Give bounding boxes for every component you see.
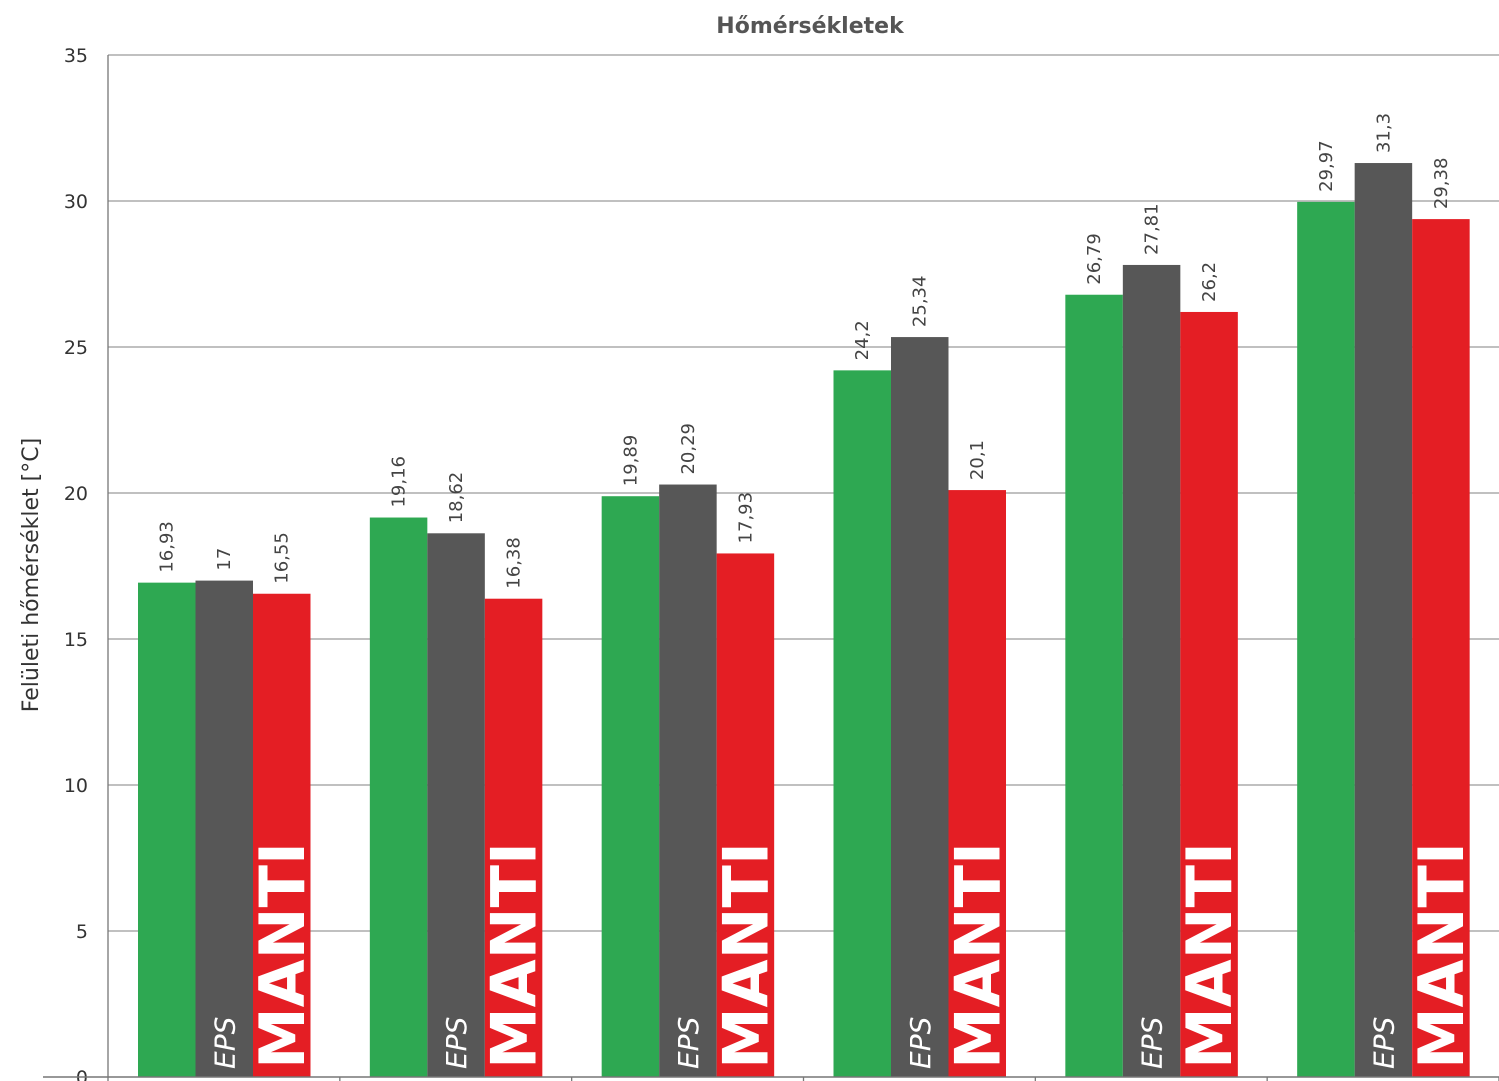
data-label: 16,55 <box>272 532 293 584</box>
y-tick-label: 15 <box>64 629 88 651</box>
data-label: 27,81 <box>1142 203 1163 255</box>
y-tick-label: 30 <box>64 191 88 213</box>
bar <box>369 517 428 1077</box>
bar <box>1412 219 1470 1077</box>
y-axis-label: Felületi hőmérséklet [°C] <box>19 438 44 712</box>
eps-label: EPS <box>672 1017 705 1069</box>
manti-label: MANTI <box>478 842 551 1069</box>
manti-label: MANTI <box>246 842 319 1069</box>
data-label: 29,97 <box>1316 140 1337 192</box>
bar <box>948 490 1006 1078</box>
x-axis <box>43 1076 1499 1081</box>
manti-label: MANTI <box>709 842 782 1069</box>
data-label: 20,29 <box>678 423 699 475</box>
y-tick-label: 25 <box>64 337 88 359</box>
manti-label: MANTI <box>1405 842 1478 1069</box>
bar <box>484 598 543 1077</box>
bar <box>427 533 485 1077</box>
data-label: 18,62 <box>446 472 467 524</box>
bar <box>716 553 775 1077</box>
data-label: 29,38 <box>1431 158 1452 210</box>
bar <box>1065 294 1123 1077</box>
y-axis-ticks: 0 5 10 15 20 25 30 35 <box>64 45 109 1081</box>
eps-label: EPS <box>1367 1017 1400 1069</box>
bar <box>1180 311 1238 1078</box>
y-tick-label: 0 <box>76 1067 88 1081</box>
data-label: 17 <box>214 548 235 571</box>
bar <box>601 496 660 1077</box>
y-tick-label: 10 <box>64 775 88 797</box>
data-label: 24,2 <box>852 320 873 360</box>
gridlines <box>108 54 1499 932</box>
bar <box>891 337 949 1077</box>
bar <box>253 593 311 1077</box>
eps-label: EPS <box>1136 1017 1169 1069</box>
chart-title: Hőmérsékletek <box>716 14 905 39</box>
data-label: 26,2 <box>1199 262 1220 302</box>
y-tick-label: 5 <box>76 921 88 943</box>
eps-label: EPS <box>440 1017 473 1069</box>
data-label: 26,79 <box>1084 233 1105 285</box>
data-label: 17,93 <box>735 492 756 544</box>
bar <box>833 370 891 1077</box>
manti-label: MANTI <box>941 842 1014 1069</box>
data-label: 19,16 <box>389 456 410 508</box>
data-label: 16,93 <box>157 521 178 573</box>
data-label: 19,89 <box>620 435 641 487</box>
bar <box>1122 264 1181 1077</box>
bar <box>138 582 196 1077</box>
bar <box>659 484 717 1078</box>
data-label: 20,1 <box>967 440 988 480</box>
y-tick-label: 35 <box>64 45 88 67</box>
bars: 16,93 17 EPS 16,55 MANTI 19,16 18,62 EPS 16,38 MA… <box>138 113 1478 1078</box>
data-label: 16,38 <box>504 537 525 589</box>
y-tick-label: 20 <box>64 483 88 505</box>
data-label: 25,34 <box>910 276 931 328</box>
manti-label: MANTI <box>1173 842 1246 1069</box>
eps-label: EPS <box>904 1017 937 1069</box>
bar <box>195 580 253 1077</box>
eps-label: EPS <box>208 1017 241 1069</box>
data-label: 31,3 <box>1373 113 1394 153</box>
bar <box>1354 163 1413 1078</box>
bar <box>1297 201 1355 1078</box>
